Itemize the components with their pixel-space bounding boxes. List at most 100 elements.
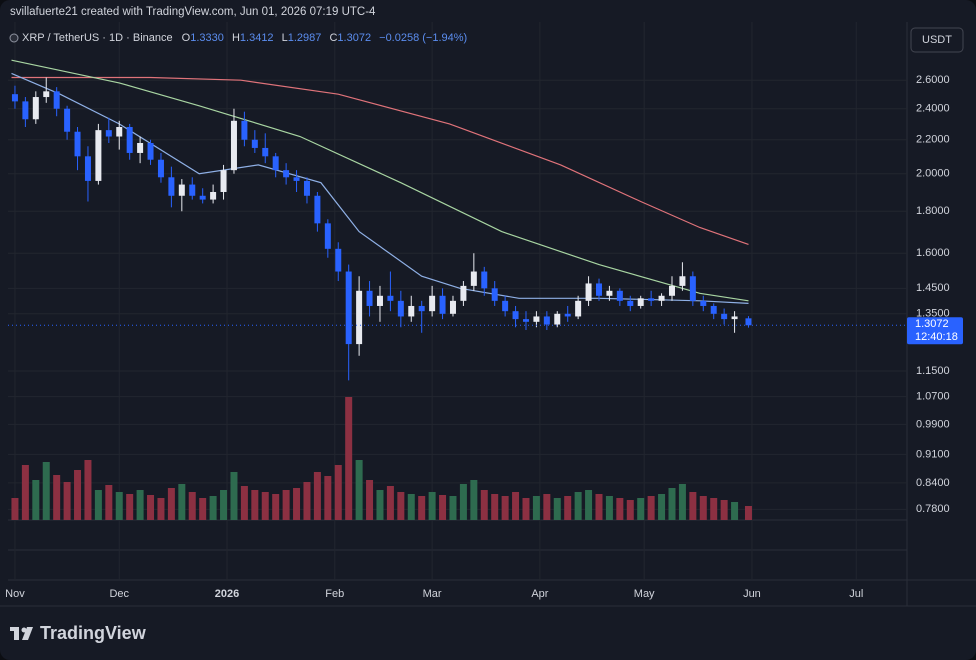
- candle-body: [721, 313, 728, 320]
- moving-average: [11, 59, 749, 302]
- candle-body: [84, 156, 91, 181]
- candle-body: [220, 170, 227, 192]
- volume-bar: [355, 460, 363, 520]
- credit: svillafuerte21 created with TradingView.…: [10, 6, 376, 18]
- candle-body: [700, 300, 707, 306]
- candle-body: [64, 108, 71, 132]
- candle-body: [335, 248, 342, 272]
- candle-body: [595, 283, 602, 296]
- volume-bar: [637, 498, 645, 520]
- candle-body: [345, 271, 352, 345]
- volume-bar: [605, 496, 613, 520]
- candle-body: [116, 127, 123, 137]
- logo-mark: [14, 627, 19, 640]
- logo: TradingView: [10, 623, 147, 643]
- volume-bar: [532, 496, 540, 520]
- volume-bar: [459, 484, 467, 520]
- candle-body: [585, 283, 592, 301]
- candle-body: [53, 91, 60, 109]
- change: −0.0258 (−1.94%): [379, 32, 467, 44]
- volume-bar: [574, 492, 582, 520]
- volume-bar: [334, 465, 342, 520]
- candle-body: [272, 156, 279, 171]
- candle-body: [387, 295, 394, 301]
- volume-bar: [115, 492, 123, 520]
- volume-bar: [303, 482, 311, 520]
- y-tick-label: 2.0000: [916, 168, 950, 180]
- candle-body: [397, 300, 404, 317]
- candle-body: [522, 319, 529, 322]
- candle-body: [178, 184, 185, 196]
- brand: TradingView: [40, 623, 147, 643]
- logo-mark: [22, 627, 33, 640]
- volume-bar: [689, 492, 697, 520]
- candle-body: [491, 288, 498, 301]
- x-tick-label: Jun: [743, 588, 761, 600]
- volume-bar: [94, 490, 102, 520]
- candle-body: [408, 305, 415, 317]
- volume-bar: [282, 490, 290, 520]
- volume-bar: [626, 500, 634, 520]
- countdown: 12:40:18: [915, 331, 958, 343]
- candle-body: [689, 276, 696, 301]
- volume-bar: [512, 492, 520, 520]
- candle-body: [731, 316, 738, 320]
- candle-body: [241, 120, 248, 140]
- candle-body: [147, 142, 154, 160]
- ohlc-value: 1.3412: [240, 32, 274, 44]
- x-tick-label: Mar: [423, 588, 442, 600]
- volume-bar: [84, 460, 92, 520]
- volume-bar: [386, 486, 394, 520]
- x-tick-label: Dec: [109, 588, 129, 600]
- volume-bar: [668, 488, 676, 520]
- candle-body: [314, 195, 321, 224]
- candle-body: [745, 318, 752, 326]
- ohlc-label: O: [182, 32, 191, 44]
- volume-bar: [313, 472, 321, 520]
- volume-bar: [126, 494, 134, 520]
- candle-body: [710, 305, 717, 314]
- symbol: XRP / TetherUS · 1D · Binance: [22, 32, 173, 44]
- candle-body: [564, 313, 571, 317]
- volume-bar: [710, 498, 718, 520]
- x-tick-label: 2026: [215, 588, 239, 600]
- y-tick-label: 0.8400: [916, 477, 950, 489]
- ohlc-label: L: [282, 32, 288, 44]
- volume-bar: [491, 494, 499, 520]
- volume-bar: [188, 492, 196, 520]
- volume-bar: [136, 490, 144, 520]
- volume-bar: [178, 484, 186, 520]
- y-tick-label: 1.1500: [916, 365, 950, 377]
- candle-body: [658, 295, 665, 301]
- candle-body: [366, 290, 373, 306]
- currency[interactable]: USDT: [922, 34, 952, 46]
- volume-bar: [595, 494, 603, 520]
- candle-body: [32, 97, 39, 120]
- ohlc-value: 1.3330: [190, 32, 224, 44]
- currency-button[interactable]: [910, 27, 964, 53]
- y-tick-label: 1.4500: [916, 282, 950, 294]
- candle-body: [230, 120, 237, 171]
- candle-body: [429, 295, 436, 312]
- candle-body: [439, 295, 446, 314]
- candle-body: [95, 130, 102, 181]
- volume-bar: [53, 475, 61, 520]
- volume-bar: [647, 496, 655, 520]
- x-tick-label: Apr: [531, 588, 548, 600]
- volume-bar: [240, 486, 248, 520]
- candle-body: [293, 177, 300, 181]
- candle-body: [543, 316, 550, 325]
- y-tick-label: 2.2000: [916, 134, 950, 146]
- volume-bar: [74, 470, 82, 520]
- volume-bar: [220, 490, 228, 520]
- candle-body: [356, 290, 363, 345]
- candle-body: [74, 131, 81, 157]
- candle-body: [126, 127, 133, 153]
- x-tick-label: May: [634, 588, 655, 600]
- candle-body: [637, 298, 644, 306]
- candle-body: [502, 300, 509, 312]
- volume-bar: [147, 495, 155, 520]
- candle-body: [512, 311, 519, 320]
- y-tick-label: 0.9900: [916, 418, 950, 430]
